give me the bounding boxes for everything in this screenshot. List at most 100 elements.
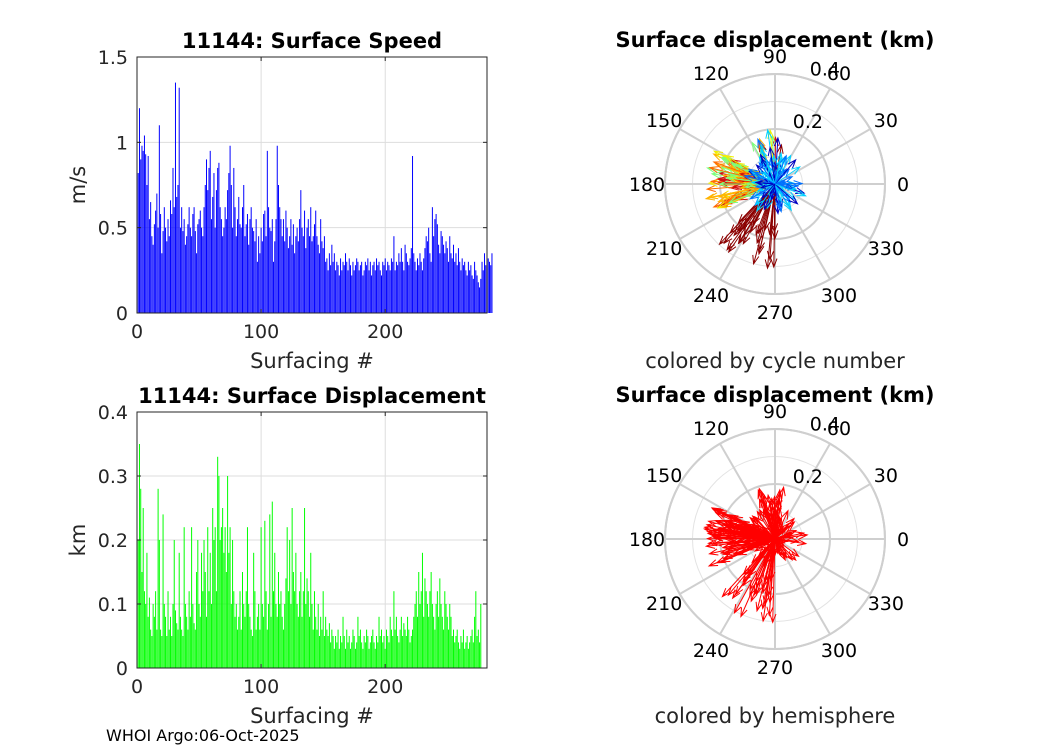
bar xyxy=(348,636,350,668)
theta-tick-label: 150 xyxy=(646,465,682,487)
bar xyxy=(404,629,406,668)
bar xyxy=(253,231,255,313)
r-tick-label: 0.2 xyxy=(793,466,823,488)
bar xyxy=(302,591,304,668)
bar xyxy=(485,265,487,313)
y-tick-label: 0.1 xyxy=(98,594,128,616)
theta-tick-label: 240 xyxy=(693,640,729,662)
bar xyxy=(421,552,423,668)
bar xyxy=(178,552,180,668)
bar xyxy=(274,552,276,668)
bar xyxy=(306,578,308,668)
bar xyxy=(316,629,318,668)
displacement-arrow xyxy=(759,183,776,189)
bar xyxy=(145,604,147,668)
bar xyxy=(148,597,150,668)
bar xyxy=(445,241,447,313)
bar xyxy=(264,210,266,313)
bar xyxy=(393,236,395,313)
bar xyxy=(286,527,288,668)
bar xyxy=(321,241,323,313)
bar xyxy=(260,527,262,668)
bar xyxy=(331,629,333,668)
bar xyxy=(193,623,195,668)
bar xyxy=(172,604,174,668)
bar xyxy=(359,629,361,668)
bar xyxy=(371,636,373,668)
bar xyxy=(448,629,450,668)
bar xyxy=(322,248,324,313)
bar xyxy=(326,629,328,668)
polar-spoke xyxy=(774,183,871,240)
bar xyxy=(172,167,174,313)
bar xyxy=(488,261,490,313)
bar xyxy=(171,214,173,313)
bar xyxy=(197,224,199,313)
bar xyxy=(383,265,385,313)
bar xyxy=(245,224,247,313)
x-tick-label: 100 xyxy=(243,676,279,698)
bar xyxy=(156,629,158,668)
bar xyxy=(215,190,217,313)
bar xyxy=(383,636,385,668)
bar xyxy=(354,648,356,668)
y-tick-label: 0.4 xyxy=(98,402,128,424)
bar xyxy=(374,270,376,313)
bar xyxy=(484,253,486,313)
theta-tick-label: 0 xyxy=(897,529,909,551)
bar xyxy=(256,261,258,313)
bar xyxy=(181,629,183,668)
bar xyxy=(368,270,370,313)
chart-polar_hemisphere: 0 30 60 90 120 150 180 210 240 270 300 330 0.2 0.4 Sur… xyxy=(615,383,934,728)
bar xyxy=(430,572,432,668)
bar xyxy=(210,604,212,668)
bar xyxy=(275,219,277,313)
bar xyxy=(336,261,338,313)
bar xyxy=(425,591,427,668)
bar xyxy=(282,219,284,313)
displacement-arrow xyxy=(764,183,776,270)
bar xyxy=(224,207,226,313)
bar xyxy=(235,604,237,668)
bar xyxy=(398,642,400,668)
x-axis-label: Surfacing # xyxy=(250,704,374,728)
bar xyxy=(316,236,318,313)
bar xyxy=(367,258,369,313)
bar xyxy=(162,514,164,668)
bar xyxy=(157,488,159,668)
bar xyxy=(414,604,416,668)
bar xyxy=(471,275,473,313)
bar xyxy=(310,207,312,313)
bar xyxy=(454,642,456,668)
bar xyxy=(137,173,139,313)
bar xyxy=(452,629,454,668)
bar xyxy=(333,253,335,313)
bar xyxy=(405,253,407,313)
x-tick-label: 0 xyxy=(131,321,143,343)
bar xyxy=(273,261,275,313)
bar xyxy=(186,616,188,668)
bar xyxy=(179,227,181,313)
bar xyxy=(281,616,283,668)
theta-tick-label: 150 xyxy=(646,110,682,132)
bar xyxy=(332,261,334,313)
bar xyxy=(467,648,469,668)
bar xyxy=(213,540,215,668)
bar xyxy=(414,261,416,313)
bar xyxy=(378,616,380,668)
bar xyxy=(413,253,415,313)
displacement-arrow xyxy=(774,154,787,185)
bar xyxy=(405,636,407,668)
bar xyxy=(466,275,468,313)
displacement-arrow xyxy=(772,508,780,540)
bar xyxy=(249,616,251,668)
bar xyxy=(167,591,169,668)
bar xyxy=(160,214,162,313)
y-axis-label: km xyxy=(66,524,90,557)
bar xyxy=(184,604,186,668)
bar xyxy=(426,241,428,313)
bar xyxy=(352,629,354,668)
theta-tick-label: 210 xyxy=(646,238,682,260)
theta-tick-label: 330 xyxy=(868,593,904,615)
bar xyxy=(358,270,360,313)
